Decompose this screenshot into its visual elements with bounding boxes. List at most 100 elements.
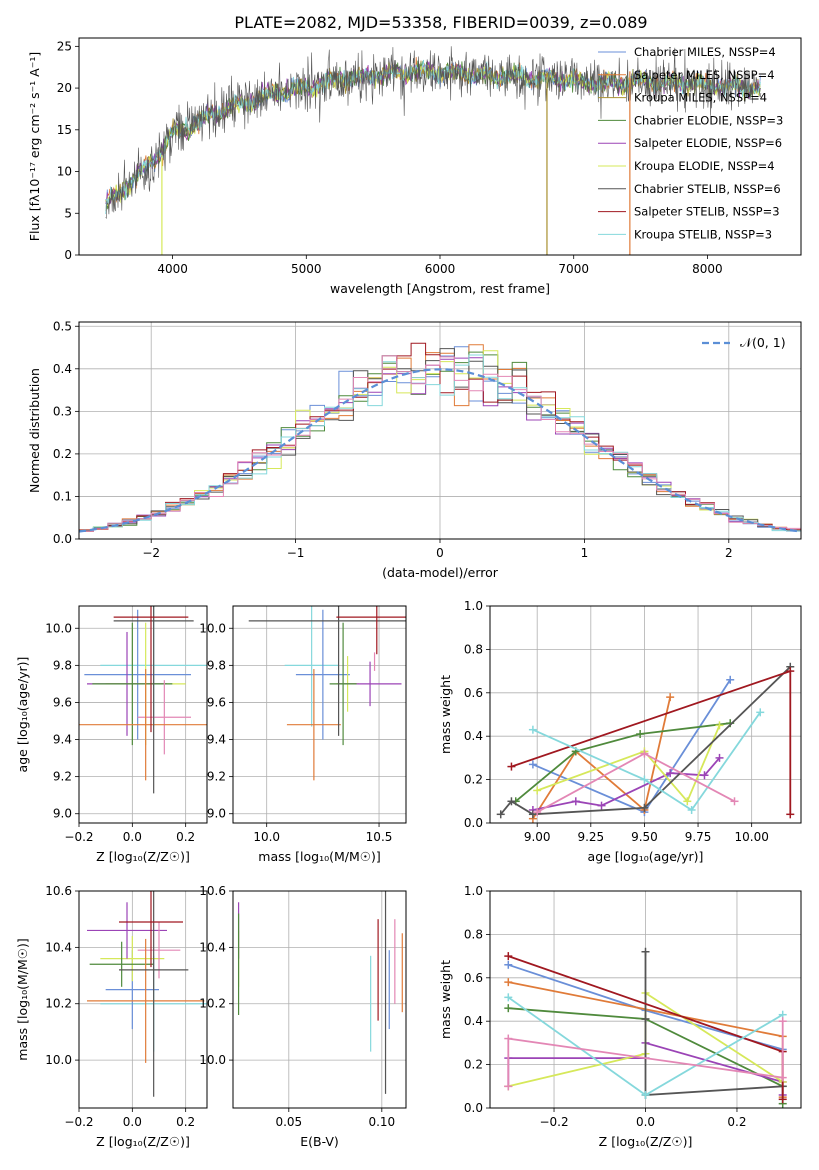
chart-age-vs-Z: −0.2 0.0 0.2 9.0 9.2 9.4 9.6 9.8 10.0 Z [log₁₀(Z/… [15, 605, 208, 864]
series-line [515, 722, 731, 802]
series-marker [640, 775, 649, 784]
series-marker [571, 797, 580, 806]
series-marker [528, 810, 537, 819]
legend-label: 𝒩(0, 1) [740, 335, 786, 350]
y-tick-label: 0.4 [464, 729, 483, 743]
x-tick-label: 0.05 [275, 1115, 302, 1129]
series-marker [715, 721, 724, 730]
y-tick-label: 9.4 [53, 733, 72, 747]
y-tick-label: 10.0 [45, 1053, 72, 1067]
y-tick-label: 25 [57, 39, 72, 53]
legend-label: Kroupa MILES, NSSP=4 [634, 91, 767, 105]
series-marker [786, 667, 795, 676]
x-tick-label: 0.0 [123, 830, 142, 844]
series-marker [640, 803, 649, 812]
series-marker [641, 1015, 650, 1024]
legend-label: Chabrier ELODIE, NSSP=3 [634, 113, 783, 127]
y-tick-label: 10.2 [45, 997, 72, 1011]
x-tick-label: 0 [436, 546, 444, 560]
series-marker [504, 978, 513, 987]
axes-frame [78, 890, 208, 1109]
x-tick-label: 0.0 [123, 1115, 142, 1129]
x-tick-label: 5000 [291, 262, 322, 276]
series-marker [666, 769, 675, 778]
y-tick-label: 0.4 [53, 362, 72, 376]
errorbar-point [329, 622, 357, 746]
y-tick-label: 0.6 [464, 686, 483, 700]
y-tick-label: 1.0 [464, 599, 483, 613]
plot-area [79, 606, 207, 794]
plot-area [496, 662, 795, 823]
x-tick-label: 9.00 [524, 830, 551, 844]
y-tick-label: 0.8 [464, 642, 483, 656]
legend-label: Chabrier MILES, NSSP=4 [634, 45, 776, 59]
series-marker [504, 993, 513, 1002]
series-marker [700, 771, 709, 780]
y-tick-label: 0.3 [53, 404, 72, 418]
x-axis-label: Z [log₁₀(Z/Z☉)] [96, 849, 190, 864]
legend-label: Salpeter ELODIE, NSSP=6 [634, 136, 782, 150]
x-tick-label: 10.0 [253, 830, 280, 844]
x-tick-label: 8000 [692, 262, 723, 276]
plot-area [87, 891, 207, 1097]
x-tick-label: −0.2 [64, 1115, 93, 1129]
chart-mass-vs-ebv: 0.05 0.10 10.0 10.2 10.4 10.6 E(B-V) [199, 884, 407, 1149]
x-tick-label: 2 [725, 546, 733, 560]
y-tick-label: 10.0 [199, 1053, 226, 1067]
x-tick-label: 0.2 [176, 1115, 195, 1129]
errorbar-point [137, 680, 191, 755]
x-axis-label: wavelength [Angstrom, rest frame] [330, 281, 550, 296]
x-axis-label: Z [log₁₀(Z/Z☉)] [599, 1134, 693, 1149]
series-marker [636, 730, 645, 739]
x-tick-label: −1 [287, 546, 305, 560]
errorbar-point [113, 606, 189, 733]
series-marker [504, 960, 513, 969]
y-tick-label: 0.2 [464, 1058, 483, 1072]
x-tick-label: −2 [142, 546, 160, 560]
y-tick-label: 10.4 [199, 940, 226, 954]
x-tick-label: 0.2 [727, 1115, 746, 1129]
errorbar-point [119, 891, 183, 968]
y-tick-label: 0.6 [464, 971, 483, 985]
chart-age-vs-mass: 10.0 10.5 9.0 9.2 9.4 9.6 9.8 10.0 mass [log₁₀(M… [199, 605, 407, 864]
series-line [644, 951, 783, 1096]
y-tick-label: 0.0 [53, 532, 72, 546]
errorbar-point [84, 609, 191, 740]
chart-residuals: −2 −1 0 1 2 0.0 0.1 0.2 0.3 0.4 0.5 (data-model)/er… [27, 319, 802, 580]
x-tick-label: 9.75 [685, 830, 712, 844]
x-tick-label: −0.2 [539, 1115, 568, 1129]
y-axis-label: age [log₁₀(age/yr)] [15, 657, 30, 773]
axes-frame [78, 321, 802, 540]
series-marker [641, 947, 650, 956]
series-marker [756, 708, 765, 717]
series-marker [730, 797, 739, 806]
errorbar-point [284, 606, 339, 727]
errorbar-point [336, 606, 406, 655]
y-tick-label: 1.0 [464, 884, 483, 898]
x-axis-label: mass [log₁₀(M/M☉)] [258, 849, 380, 864]
y-tick-label: 0 [64, 248, 72, 262]
plot-area [79, 342, 801, 539]
axes-frame [232, 605, 407, 824]
series-marker [533, 786, 542, 795]
series-marker [504, 952, 513, 961]
x-tick-label: 10.00 [734, 830, 768, 844]
x-tick-label: 0.2 [176, 830, 195, 844]
y-tick-label: 9.0 [53, 807, 72, 821]
series-marker [778, 1095, 787, 1104]
chart-mass-weight-vs-age: 9.00 9.25 9.50 9.75 10.00 0.0 0.2 0.4 0.6 0.8 1.0 a… [438, 599, 802, 864]
y-tick-label: 9.6 [53, 695, 72, 709]
plot-area [248, 606, 406, 781]
legend-label: Salpeter STELIB, NSSP=3 [634, 205, 780, 219]
y-axis-label: mass [log₁₀(M/M☉)] [15, 938, 30, 1060]
y-tick-label: 0.5 [53, 319, 72, 333]
x-tick-label: 9.50 [631, 830, 658, 844]
series-marker [778, 1073, 787, 1082]
x-axis-label: E(B-V) [300, 1134, 339, 1149]
legend-label: Chabrier STELIB, NSSP=6 [634, 182, 781, 196]
series-marker [687, 805, 696, 814]
x-tick-label: 7000 [558, 262, 589, 276]
x-tick-label: −0.2 [64, 830, 93, 844]
y-tick-label: 10.0 [45, 621, 72, 635]
y-tick-label: 0.4 [464, 1014, 483, 1028]
